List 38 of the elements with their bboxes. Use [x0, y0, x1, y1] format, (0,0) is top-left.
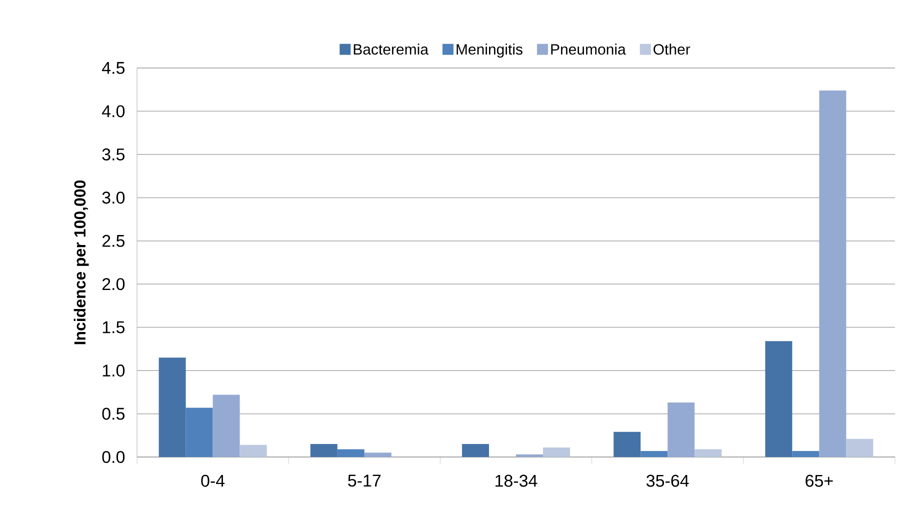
x-tick-label: 18-34: [496, 474, 538, 487]
bar: [614, 432, 641, 457]
bar: [462, 444, 490, 457]
y-tick-label: 4.0: [102, 105, 125, 118]
y-tick-label: 1.5: [102, 321, 125, 334]
y-tick-label: 4.5: [102, 62, 125, 74]
y-tick-label: 1.0: [102, 364, 125, 377]
y-axis-title: Incidence per 100,000: [74, 180, 89, 344]
y-tick-label: 0.0: [102, 450, 125, 464]
bar: [819, 90, 846, 457]
bar: [212, 394, 240, 457]
y-tick-label: 0.5: [102, 408, 125, 420]
bar: [310, 444, 338, 457]
bar: [846, 438, 874, 457]
x-tick-label: 0-4: [201, 474, 225, 487]
y-tick-label: 3.0: [102, 192, 125, 204]
x-tick-label: 65+: [806, 474, 833, 487]
x-tick-label: 35-64: [646, 474, 689, 487]
bar: [543, 447, 570, 457]
bar: [240, 444, 267, 457]
y-tick-label: 2.5: [102, 234, 125, 247]
legend-label: Meningitis: [456, 44, 522, 58]
legend-label: Bacteremia: [354, 44, 428, 55]
bar: [364, 452, 392, 457]
legend-label: Other: [654, 44, 690, 55]
bar: [765, 341, 792, 457]
legend-label: Pneumonia: [551, 44, 626, 55]
y-tick-label: 3.5: [102, 148, 125, 160]
x-tick-label: 5-17: [348, 474, 381, 487]
bar: [516, 454, 544, 457]
bar: [186, 408, 213, 457]
bar: [337, 449, 364, 457]
bar: [792, 450, 820, 457]
bar: [694, 449, 722, 457]
bar: [158, 358, 186, 457]
bar: [640, 450, 668, 457]
y-tick-label: 2.0: [102, 278, 125, 290]
bar: [668, 402, 695, 457]
